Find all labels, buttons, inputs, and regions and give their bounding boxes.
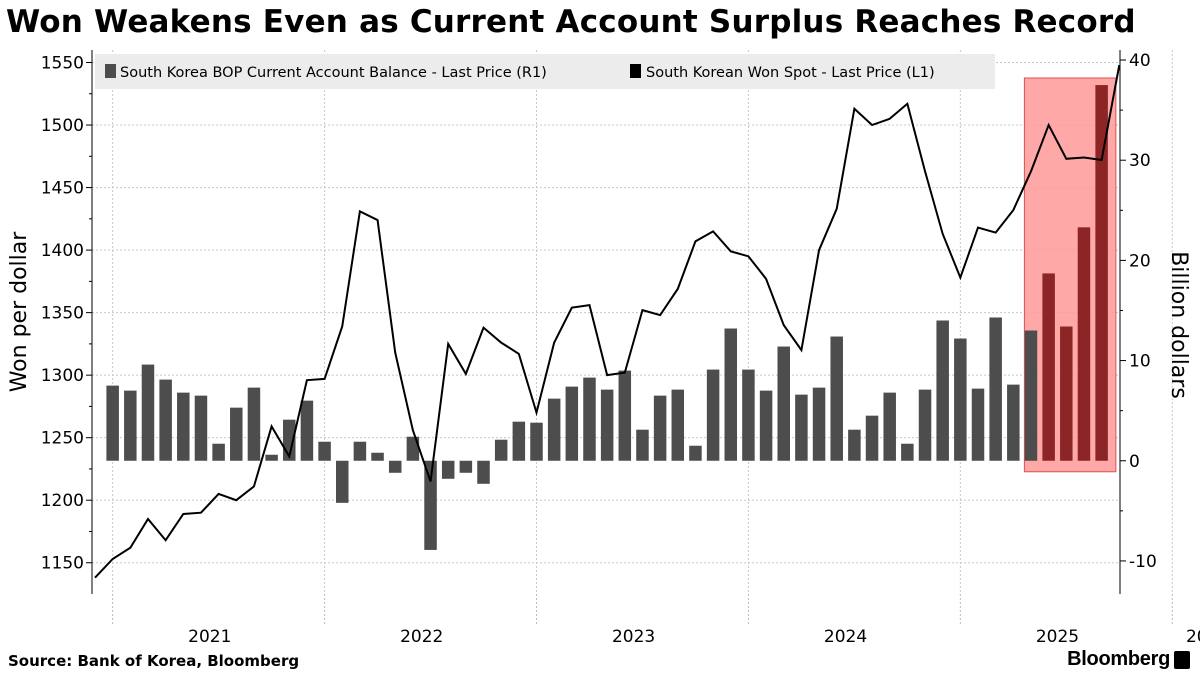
bar: [565, 386, 579, 461]
bar: [477, 460, 490, 484]
right-tick-label: -10: [1129, 552, 1157, 572]
left-tick-label: 1350: [41, 304, 84, 324]
right-tick-label: 10: [1129, 352, 1151, 372]
x-tick-label: 2024: [824, 627, 867, 647]
bar: [848, 429, 861, 461]
x-tick-label: 2021: [188, 627, 231, 647]
legend-bar-swatch: [105, 64, 116, 78]
bar: [883, 392, 896, 461]
right-tick-label: 40: [1129, 51, 1151, 71]
x-tick-label: 2025: [1036, 627, 1079, 647]
bar: [618, 370, 632, 461]
legend-line-label: South Korean Won Spot - Last Price (L1): [646, 65, 935, 81]
legend-bar-label: South Korea BOP Current Account Balance …: [120, 65, 547, 81]
right-axis-ticks: -10 0 10 20 30 40: [1120, 51, 1157, 572]
bar: [512, 421, 526, 461]
left-tick-label: 1550: [41, 54, 84, 74]
bar: [212, 443, 225, 461]
left-axis-label: Won per dollar: [7, 231, 32, 393]
right-tick-label: 0: [1129, 452, 1140, 472]
source-note: Source: Bank of Korea, Bloomberg: [8, 652, 300, 670]
bloomberg-terminal-icon: [1174, 651, 1190, 669]
left-tick-label: 1500: [41, 116, 84, 136]
right-tick-label: 30: [1129, 151, 1151, 171]
right-tick-label: 20: [1129, 251, 1151, 271]
bar: [600, 389, 614, 461]
bar: [742, 369, 755, 461]
bar: [1007, 384, 1020, 461]
bar: [812, 387, 826, 461]
bar: [989, 317, 1002, 461]
bar: [795, 394, 808, 461]
bar: [706, 369, 720, 461]
bar: [671, 389, 685, 461]
bar: [653, 395, 667, 461]
bar: [936, 320, 949, 461]
bar: [636, 429, 649, 461]
left-tick-label: 1150: [41, 554, 84, 574]
bar: [177, 392, 190, 461]
bar: [441, 460, 455, 479]
bar: [954, 338, 967, 461]
bar: [424, 460, 437, 550]
bar: [1060, 326, 1073, 461]
bar: [759, 390, 773, 461]
bar: [901, 443, 914, 461]
legend-background: [95, 54, 995, 89]
bar: [230, 407, 243, 461]
bar: [371, 452, 384, 461]
bloomberg-logo: Bloomberg: [1067, 648, 1170, 670]
x-tick-label: 2023: [612, 627, 655, 647]
bar: [265, 454, 278, 461]
left-axis-ticks: 1150 1200 1250 1300 1350 1400 1450 1500 1550: [41, 54, 92, 574]
axes: [91, 50, 1121, 594]
right-axis-label: Billion dollars: [1166, 251, 1191, 399]
x-tick-label: 2022: [400, 627, 443, 647]
chart-title: Won Weakens Even as Current Account Surp…: [6, 4, 1136, 40]
bar: [106, 385, 119, 461]
bar: [1077, 227, 1091, 461]
bar: [530, 422, 543, 461]
left-tick-label: 1450: [41, 179, 84, 199]
legend-line-swatch: [630, 64, 641, 78]
bar: [318, 441, 331, 461]
bar: [335, 460, 349, 503]
bar: [777, 346, 790, 461]
bar: [494, 439, 508, 461]
bar: [865, 415, 879, 461]
bar: [194, 395, 208, 461]
bar: [1042, 273, 1055, 461]
x-axis-ticks: 2021 2022 2023 2024 2025 2026: [112, 594, 1200, 647]
bar: [141, 364, 155, 461]
bar: [724, 328, 738, 461]
left-tick-label: 1400: [41, 241, 84, 261]
bar: [1024, 330, 1038, 461]
grid-lines: [92, 50, 1173, 594]
bar: [124, 390, 137, 461]
bar: [300, 400, 314, 461]
legend: South Korea BOP Current Account Balance …: [95, 54, 995, 89]
x-tick-label: 2026: [1186, 627, 1200, 647]
bar: [689, 445, 702, 461]
bar: [583, 377, 596, 461]
bar: [1095, 85, 1108, 461]
bar: [459, 460, 473, 473]
bar: [547, 398, 561, 461]
left-tick-label: 1200: [41, 491, 84, 511]
bar-series: [106, 85, 1108, 550]
left-tick-label: 1300: [41, 366, 84, 386]
bar: [353, 441, 367, 461]
bar: [388, 460, 402, 473]
bar: [159, 379, 172, 461]
bar: [971, 388, 985, 461]
bar: [247, 387, 261, 461]
bar: [830, 336, 843, 461]
bar: [406, 436, 420, 461]
left-tick-label: 1250: [41, 429, 84, 449]
won-spot-line: [94, 64, 1121, 579]
bar: [918, 389, 932, 461]
